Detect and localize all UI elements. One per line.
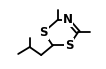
Text: N: N bbox=[62, 13, 73, 26]
Text: S: S bbox=[65, 39, 73, 52]
Text: S: S bbox=[39, 26, 48, 39]
